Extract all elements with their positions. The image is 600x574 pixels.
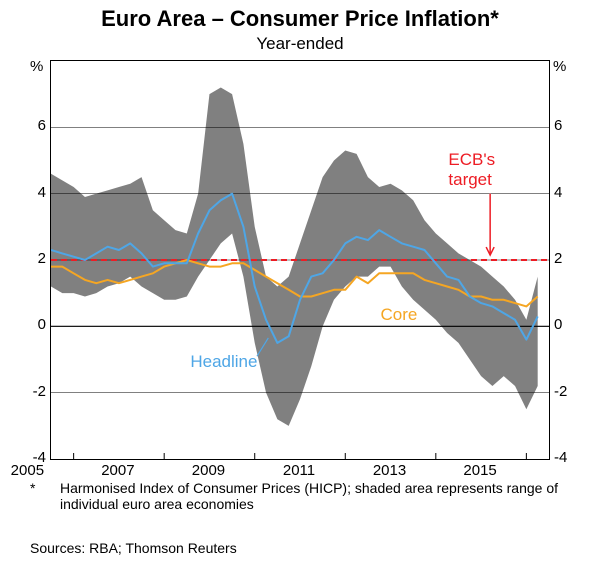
y-tick-label: 0 (554, 316, 580, 333)
y-tick-label: 4 (20, 184, 46, 201)
core-label: Core (380, 305, 417, 325)
chart-footnote: *Harmonised Index of Consumer Prices (HI… (30, 480, 570, 512)
x-tick-label: 2009 (192, 462, 225, 479)
range-band (51, 88, 538, 426)
y-tick-label: -2 (554, 383, 580, 400)
chart-sources: Sources: RBA; Thomson Reuters (30, 540, 237, 556)
y-tick-label: 4 (554, 184, 580, 201)
y-unit-left: % (30, 58, 43, 75)
chart-title: Euro Area – Consumer Price Inflation* (0, 0, 600, 32)
headline-label: Headline (190, 352, 257, 372)
y-tick-label: -4 (554, 449, 580, 466)
x-tick-label: 2013 (373, 462, 406, 479)
chart-svg (51, 61, 549, 459)
x-tick-label: 2015 (463, 462, 496, 479)
y-tick-label: -2 (20, 383, 46, 400)
y-unit-right: % (553, 58, 566, 75)
y-tick-label: 2 (554, 250, 580, 267)
chart-subtitle: Year-ended (0, 34, 600, 54)
y-tick-label: 0 (20, 316, 46, 333)
x-tick-label: 2005 (11, 462, 44, 479)
footnote-marker: * (30, 480, 60, 496)
y-tick-label: 6 (554, 117, 580, 134)
x-tick-label: 2011 (283, 462, 315, 479)
footnote-text: Harmonised Index of Consumer Prices (HIC… (60, 480, 560, 512)
ecb-target-label: ECB'starget (448, 150, 495, 190)
chart-plot-area (50, 60, 550, 460)
y-tick-label: 6 (20, 117, 46, 134)
y-tick-label: 2 (20, 250, 46, 267)
x-tick-label: 2007 (101, 462, 134, 479)
